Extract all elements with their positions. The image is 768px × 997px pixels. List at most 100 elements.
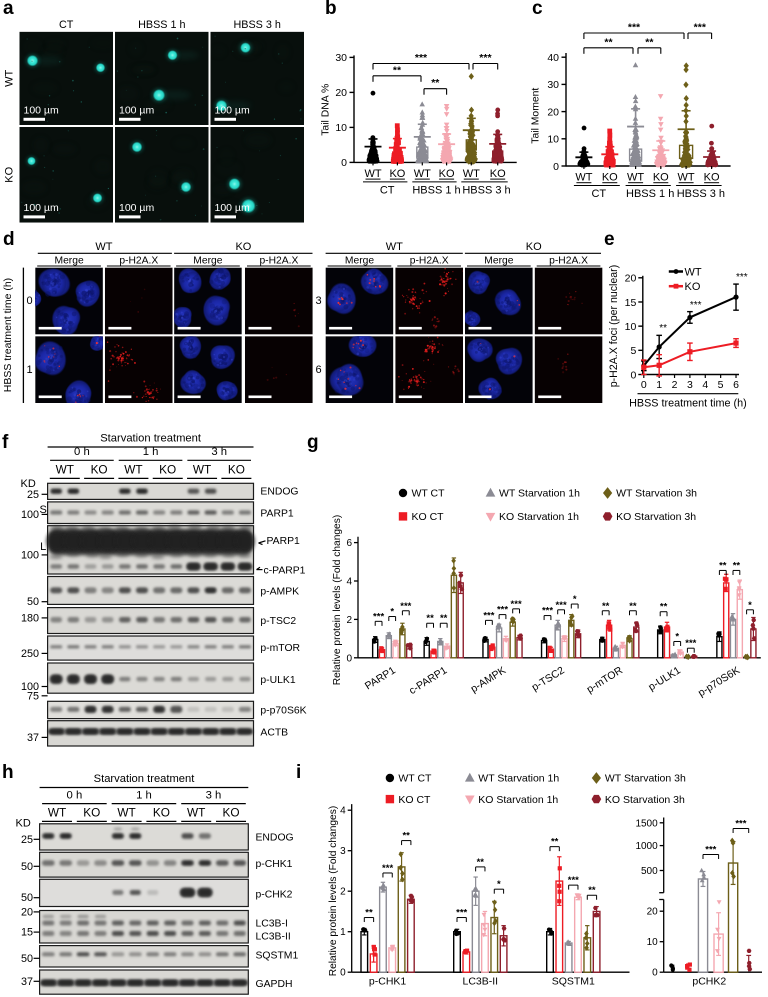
svg-text:HBSS 3 h: HBSS 3 h [462, 184, 510, 196]
svg-text:WT Starvation 1h: WT Starvation 1h [499, 488, 580, 500]
svg-text:4: 4 [340, 806, 346, 817]
svg-text:p-TSC2: p-TSC2 [260, 616, 296, 627]
svg-text:KO: KO [602, 172, 618, 184]
svg-text:Merge: Merge [345, 256, 374, 267]
svg-text:HBSS 3 h: HBSS 3 h [677, 188, 725, 200]
svg-text:p-p70S6K: p-p70S6K [696, 664, 742, 699]
svg-text:p-AMPK: p-AMPK [469, 664, 509, 695]
svg-text:***: *** [735, 819, 746, 830]
svg-text:30: 30 [547, 79, 559, 91]
svg-text:WT: WT [117, 806, 135, 820]
svg-text:p-H2A.X foci (per nuclear): p-H2A.X foci (per nuclear) [608, 265, 620, 387]
svg-text:***: *** [511, 599, 522, 610]
svg-text:WT: WT [685, 267, 702, 279]
svg-text:6: 6 [315, 364, 321, 376]
svg-text:KO Starvation 1h: KO Starvation 1h [499, 511, 579, 523]
svg-text:***: *** [694, 22, 707, 34]
svg-text:20: 20 [21, 906, 33, 918]
svg-text:**: ** [604, 36, 613, 48]
svg-text:p-TSC2: p-TSC2 [530, 664, 567, 693]
svg-text:WT Starvation 3h: WT Starvation 3h [616, 488, 697, 500]
svg-text:100: 100 [21, 681, 39, 693]
svg-text:KO: KO [389, 168, 405, 180]
svg-text:***: *** [479, 52, 492, 64]
svg-text:p-CHK1: p-CHK1 [369, 976, 407, 988]
svg-text:KO: KO [4, 166, 16, 182]
svg-text:4: 4 [702, 379, 708, 391]
svg-text:PARP1: PARP1 [260, 509, 294, 520]
svg-text:20: 20 [547, 106, 559, 118]
svg-text:250: 250 [21, 648, 39, 660]
svg-text:L: L [40, 541, 46, 553]
svg-text:37: 37 [27, 732, 39, 744]
svg-text:CT: CT [59, 19, 74, 31]
svg-text:b: b [325, 0, 337, 19]
svg-text:1: 1 [656, 379, 662, 391]
svg-text:WT: WT [193, 463, 211, 477]
svg-text:f: f [2, 432, 9, 453]
svg-text:*: * [748, 600, 752, 611]
svg-text:3: 3 [687, 379, 693, 391]
svg-text:KO: KO [159, 463, 176, 477]
svg-text:HBSS 1 h: HBSS 1 h [412, 184, 460, 196]
svg-text:**: ** [402, 831, 410, 842]
svg-text:KO: KO [228, 463, 245, 477]
svg-text:WT Starvation 1h: WT Starvation 1h [478, 773, 559, 785]
svg-text:10: 10 [647, 937, 659, 948]
svg-text:***: *** [705, 845, 716, 856]
svg-text:*: * [390, 607, 394, 618]
svg-text:3 h: 3 h [206, 789, 222, 801]
svg-text:***: *** [400, 601, 411, 612]
svg-text:KO: KO [704, 172, 720, 184]
svg-text:WT: WT [124, 463, 142, 477]
svg-text:1500: 1500 [635, 818, 658, 829]
svg-text:KO CT: KO CT [398, 794, 431, 806]
svg-text:p-H2A.X: p-H2A.X [410, 256, 449, 267]
svg-text:p-H2A.X: p-H2A.X [549, 256, 588, 267]
svg-text:***: *** [736, 272, 748, 283]
svg-text:Merge: Merge [484, 256, 513, 267]
svg-text:KO: KO [235, 241, 251, 253]
svg-text:40: 40 [547, 52, 559, 64]
svg-text:1 h: 1 h [136, 789, 152, 801]
svg-text:g: g [307, 432, 319, 453]
svg-text:**: ** [588, 885, 596, 896]
svg-text:p-mTOR: p-mTOR [260, 643, 300, 654]
svg-text:3: 3 [315, 295, 321, 307]
svg-text:2: 2 [672, 379, 678, 391]
svg-text:**: ** [659, 323, 667, 334]
svg-text:**: ** [393, 64, 402, 76]
svg-text:0: 0 [630, 369, 636, 381]
svg-text:PARP1: PARP1 [267, 536, 301, 547]
svg-text:500: 500 [641, 866, 658, 877]
svg-text:0: 0 [641, 379, 647, 391]
svg-text:KO Starvation 1h: KO Starvation 1h [478, 794, 558, 806]
svg-text:0: 0 [26, 295, 32, 307]
svg-text:10: 10 [547, 134, 559, 146]
svg-text:WT: WT [364, 168, 381, 180]
svg-text:h: h [2, 762, 14, 783]
svg-text:p-H2A.X: p-H2A.X [259, 256, 298, 267]
svg-text:WT: WT [386, 241, 403, 253]
svg-text:**: ** [733, 560, 741, 571]
svg-text:20: 20 [625, 273, 637, 285]
svg-text:**: ** [440, 613, 448, 624]
svg-text:**: ** [719, 560, 727, 571]
svg-text:0: 0 [652, 968, 658, 979]
svg-text:KO CT: KO CT [412, 511, 445, 523]
svg-text:10: 10 [335, 122, 347, 134]
svg-text:i: i [296, 762, 301, 783]
svg-text:ENDOG: ENDOG [256, 833, 294, 844]
svg-text:SQSTM1: SQSTM1 [552, 976, 595, 988]
svg-text:S: S [39, 504, 46, 516]
svg-text:Tail Moment: Tail Moment [531, 88, 542, 144]
svg-text:100 µm: 100 µm [24, 202, 59, 214]
svg-text:KO: KO [526, 241, 542, 253]
svg-text:Tail DNA %: Tail DNA % [321, 84, 332, 136]
svg-text:KO: KO [153, 806, 170, 820]
svg-text:HBSS treatment time (h): HBSS treatment time (h) [2, 278, 14, 392]
svg-text:c-PARP1: c-PARP1 [407, 664, 449, 697]
svg-text:WT Starvation 3h: WT Starvation 3h [605, 773, 686, 785]
svg-text:c-PARP1: c-PARP1 [264, 565, 306, 576]
svg-text:***: *** [556, 600, 567, 611]
